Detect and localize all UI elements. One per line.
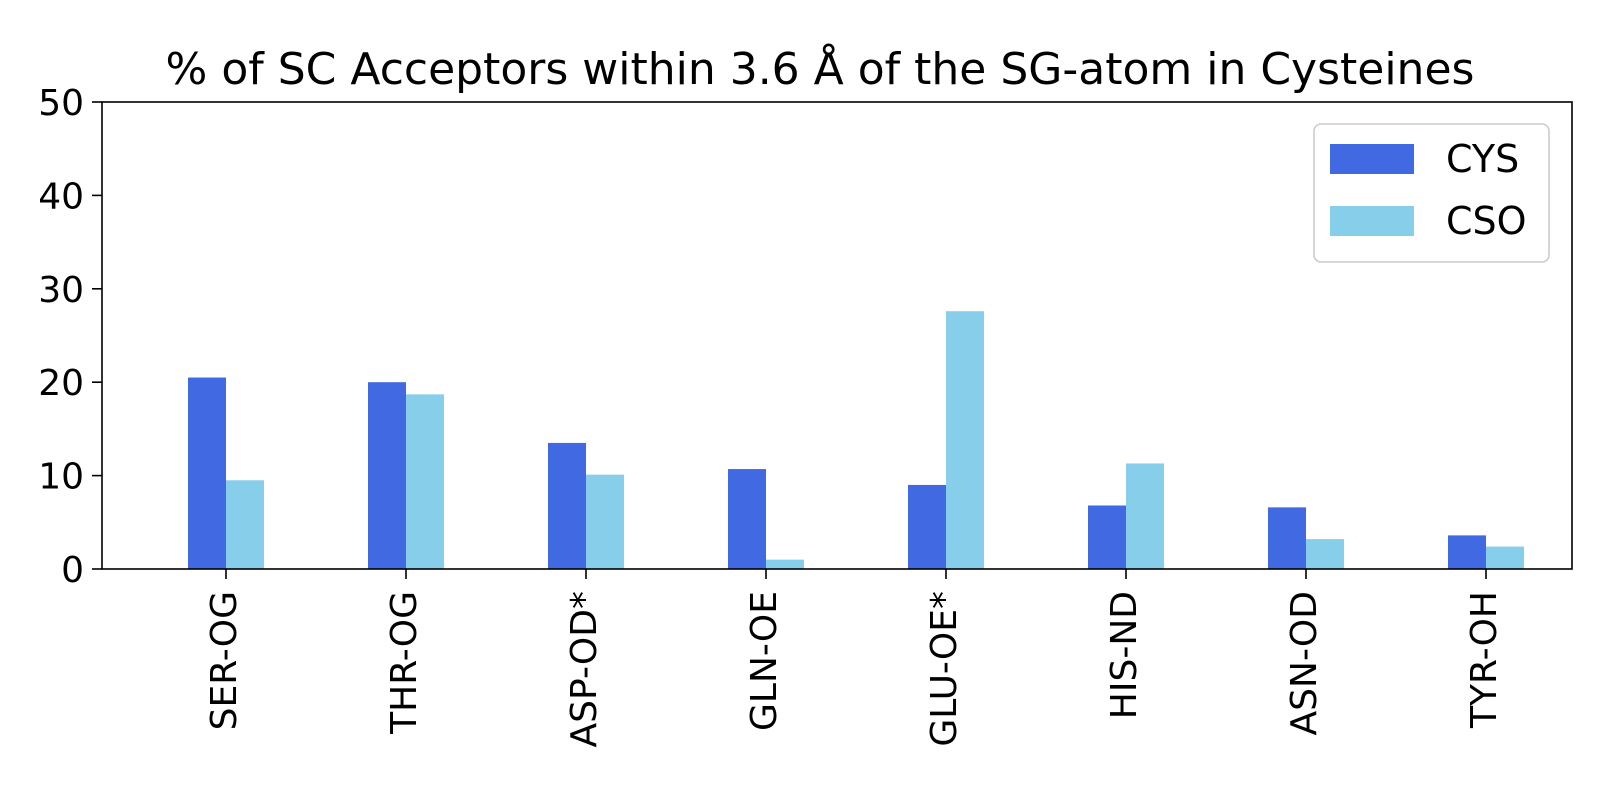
plot-frame (101, 101, 1573, 570)
bar-cys-gln-oe (728, 469, 766, 569)
x-tick-label: THR-OG (384, 591, 425, 735)
y-axis: 0 10 20 30 40 50 (38, 83, 102, 591)
bar-cys-thr-og (368, 382, 406, 569)
bar-cso-tyr-oh (1486, 546, 1524, 569)
bar-cso-his-nd (1126, 463, 1164, 569)
x-tick-label: ASP-OD* (564, 591, 605, 747)
bar-cso-asp-od- (586, 474, 624, 569)
legend-swatch-cso (1330, 206, 1414, 236)
x-tick-label: TYR-OH (1464, 591, 1505, 729)
y-tick-label: 40 (38, 176, 84, 217)
y-tick-label: 30 (38, 270, 84, 311)
legend-swatch-cys (1330, 144, 1414, 174)
legend-label-cso: CSO (1446, 199, 1527, 243)
bar-cys-glu-oe- (908, 484, 946, 569)
bar-cso-thr-og (406, 394, 444, 569)
y-tick-label: 10 (38, 457, 84, 498)
x-tick-label: ASN-OD (1284, 591, 1325, 735)
legend-label-cys: CYS (1446, 137, 1519, 181)
bar-cys-ser-og (188, 377, 226, 569)
bar-cys-his-nd (1088, 505, 1126, 569)
y-tick-label: 20 (38, 363, 84, 404)
x-tick-label: GLU-OE* (924, 591, 965, 747)
bar-cys-asp-od- (548, 442, 586, 569)
chart-title: % of SC Acceptors within 3.6 Å of the SG… (166, 42, 1475, 95)
x-tick-label: SER-OG (204, 591, 245, 730)
bar-cso-glu-oe- (946, 311, 984, 569)
y-tick-label: 50 (38, 83, 84, 124)
bar-cys-tyr-oh (1448, 535, 1486, 569)
bar-cys-asn-od (1268, 507, 1306, 569)
bar-cso-ser-og (226, 480, 264, 569)
x-axis: SER-OG THR-OG ASP-OD* GLN-OE GLU-OE* HIS-ND AS… (204, 569, 1505, 747)
bars-layer (188, 311, 1524, 569)
bar-cso-gln-oe (766, 559, 804, 569)
y-tick-label: 0 (61, 550, 84, 591)
x-tick-label: GLN-OE (744, 591, 785, 731)
x-tick-label: HIS-ND (1104, 591, 1145, 719)
bar-cso-asn-od (1306, 539, 1344, 569)
legend: CYS CSO (1313, 123, 1550, 263)
